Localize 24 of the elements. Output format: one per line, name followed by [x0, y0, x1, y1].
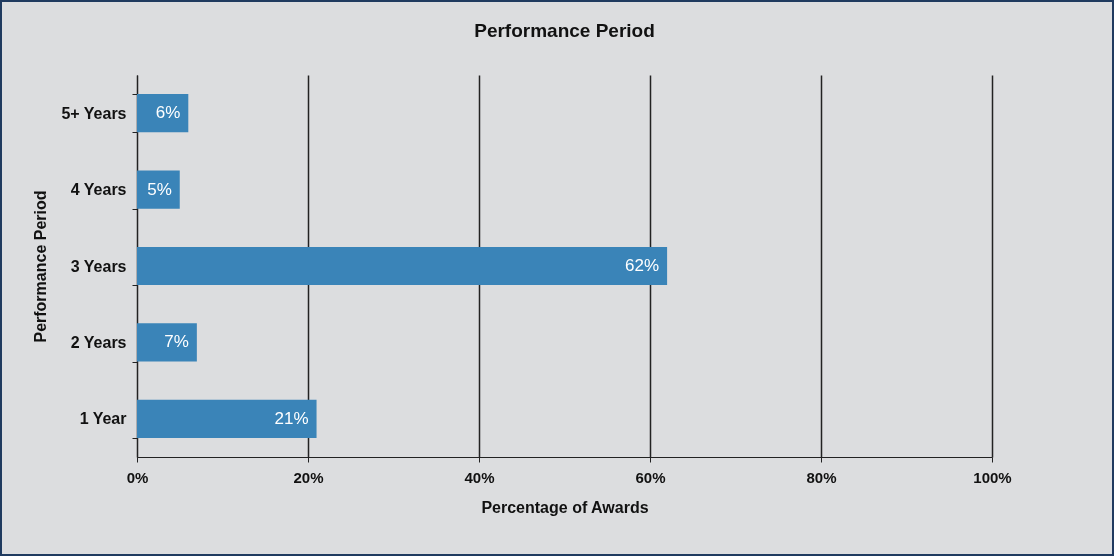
x-tick-label: 100% [973, 468, 1012, 486]
data-label: 21% [274, 408, 309, 428]
y-tick-label: 2 Years [70, 333, 127, 351]
y-tick-label: 1 Year [79, 410, 127, 428]
data-label: 62% [625, 256, 660, 275]
data-label: 7% [164, 332, 189, 352]
x-tick-label: 20% [293, 468, 324, 486]
y-tick-label: 5+ Years [61, 104, 127, 122]
x-tick-label: 80% [806, 468, 837, 486]
x-axis-title: Percentage of Awards [481, 498, 649, 516]
y-tick-label: 3 Years [70, 257, 127, 275]
x-tick-label: 60% [635, 468, 666, 486]
bar [137, 399, 317, 438]
chart-title: Performance Period [474, 20, 655, 41]
bar [137, 170, 180, 209]
bar [137, 323, 197, 362]
bar [137, 246, 668, 286]
data-label: 5% [147, 179, 172, 199]
data-label: 6% [155, 103, 181, 123]
x-tick-label: 0% [126, 468, 149, 486]
bar [137, 94, 189, 133]
y-tick-label: 4 Years [70, 181, 127, 199]
x-tick-label: 40% [464, 468, 495, 486]
y-axis-title: Performance Period [32, 190, 50, 343]
